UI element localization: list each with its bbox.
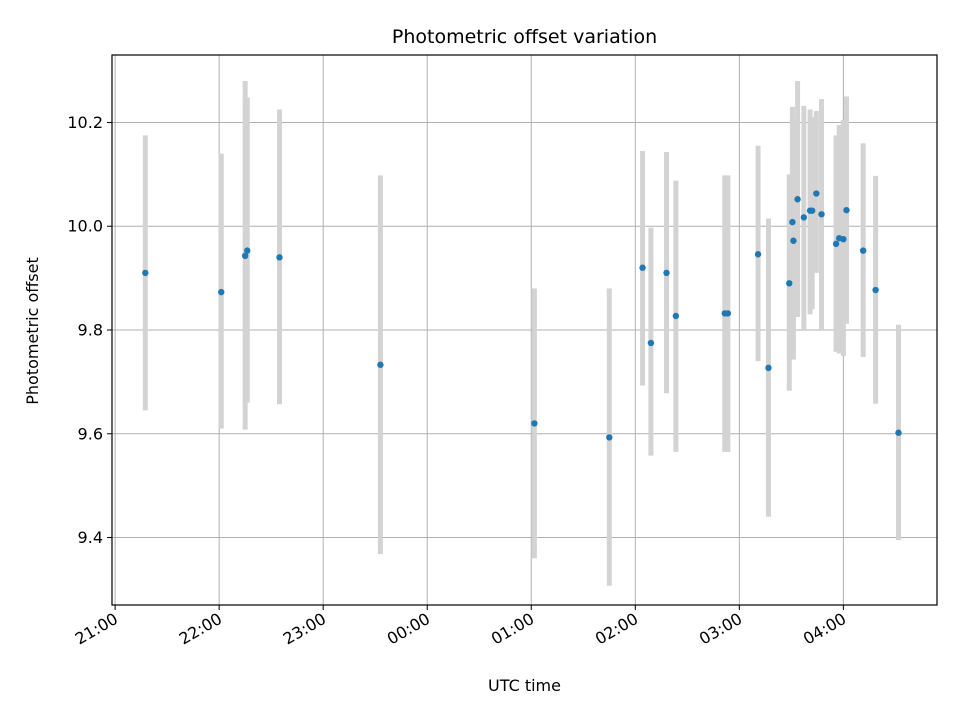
data-point bbox=[244, 247, 251, 254]
data-point bbox=[872, 286, 879, 294]
data-point bbox=[800, 214, 808, 221]
data-point bbox=[647, 339, 655, 347]
data-point bbox=[218, 288, 225, 296]
data-point bbox=[818, 211, 825, 218]
data-point bbox=[663, 269, 670, 277]
y-axis-ticks: 9.4 9.6 9.8 10.0 10.2 bbox=[67, 113, 112, 547]
data-point bbox=[786, 280, 793, 287]
data-point bbox=[724, 310, 732, 317]
y-tick-label: 10.0 bbox=[67, 217, 103, 236]
data-point bbox=[672, 312, 680, 320]
data-point bbox=[843, 206, 850, 214]
data-point bbox=[840, 235, 847, 243]
data-point bbox=[789, 218, 796, 226]
data-point bbox=[241, 252, 249, 260]
data-point bbox=[895, 429, 902, 436]
data-point bbox=[377, 361, 384, 368]
data-point bbox=[606, 434, 613, 441]
data-point bbox=[142, 269, 149, 277]
y-axis-label: Photometric offset bbox=[23, 257, 42, 405]
y-tick-label: 9.6 bbox=[78, 424, 103, 443]
data-point bbox=[531, 420, 538, 427]
chart-title: Photometric offset variation bbox=[392, 26, 657, 48]
data-point bbox=[754, 251, 762, 258]
y-tick-label: 10.2 bbox=[67, 113, 103, 132]
data-point bbox=[276, 254, 283, 261]
data-point bbox=[794, 196, 801, 203]
data-point bbox=[832, 240, 840, 248]
data-point bbox=[813, 190, 820, 197]
data-point bbox=[808, 207, 816, 214]
data-point bbox=[639, 264, 646, 271]
data-point bbox=[765, 364, 772, 372]
x-axis-label: UTC time bbox=[488, 676, 561, 695]
data-point bbox=[790, 237, 797, 244]
y-tick-label: 9.4 bbox=[78, 528, 103, 547]
data-point bbox=[859, 247, 867, 254]
data-points bbox=[142, 190, 902, 441]
y-tick-label: 9.8 bbox=[78, 321, 103, 340]
